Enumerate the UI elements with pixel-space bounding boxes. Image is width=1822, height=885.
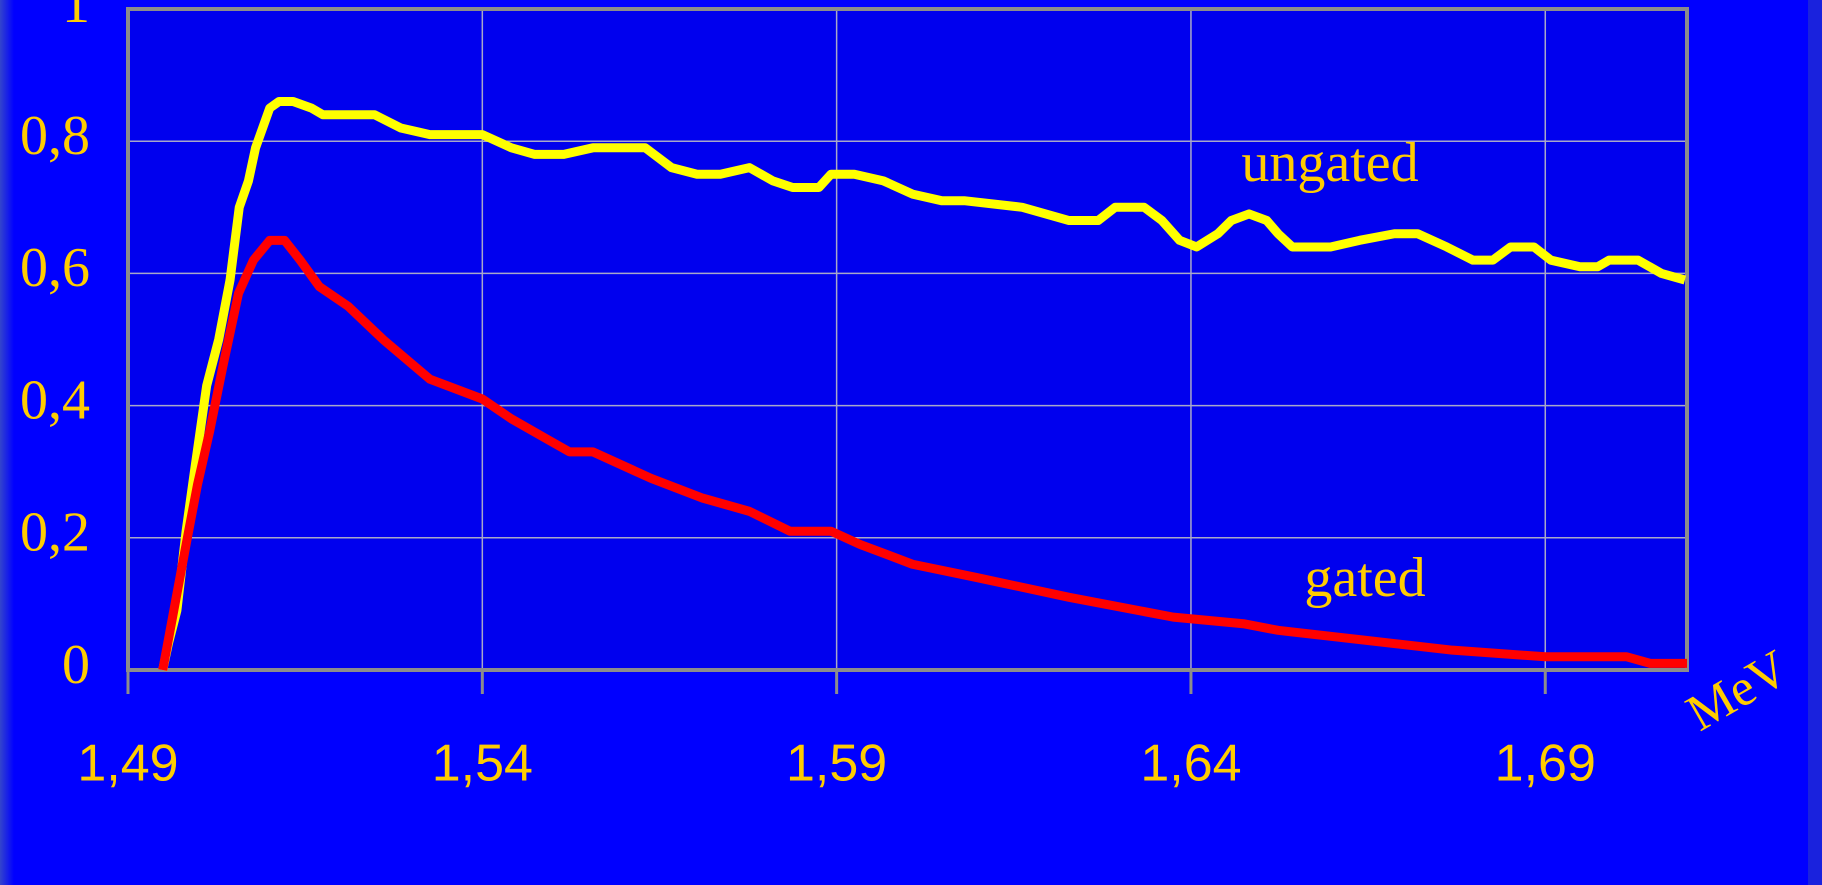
x-tick-label: 1,64	[1140, 735, 1241, 793]
grid	[127, 8, 1687, 671]
x-tick-label: 1,69	[1495, 735, 1596, 793]
series-label: ungated	[1241, 132, 1418, 194]
series-lines	[158, 97, 1687, 671]
series-line	[158, 235, 1687, 671]
y-tick-label: 0	[62, 634, 90, 696]
edge-shade	[1808, 0, 1822, 885]
plot-frame	[126, 7, 1689, 672]
y-tick-label: 0,2	[20, 502, 90, 564]
series-label: gated	[1304, 547, 1425, 609]
x-tick-label: 1,54	[432, 735, 533, 793]
y-tick-label: 1	[62, 0, 90, 35]
x-tick-label: 1,59	[786, 735, 887, 793]
plot-area	[128, 9, 1687, 670]
x-tick-label: 1,49	[77, 735, 178, 793]
y-tick-label: 0,8	[20, 105, 90, 167]
y-tick-label: 0,6	[20, 237, 90, 299]
series-line	[158, 97, 1687, 671]
labels: 0 0,2 0,4 0,6 0,8 1 1,49 1,54 1,59 1,64 1,69 ungate…	[20, 0, 1596, 793]
y-tick-label: 0,4	[20, 369, 90, 431]
edge-shade	[0, 0, 14, 885]
